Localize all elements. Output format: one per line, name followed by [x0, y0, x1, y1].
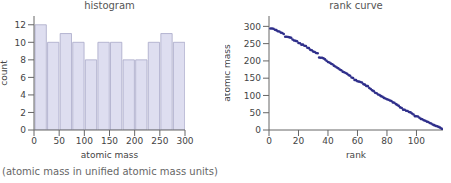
svg-text:4: 4 [20, 90, 26, 100]
svg-text:20: 20 [293, 136, 305, 146]
html-text:(atomic mass in unified atomic: (atomic mass in unified atomic mass unit… [2, 166, 218, 177]
svg-text:0: 0 [255, 125, 261, 135]
svg-text:50: 50 [250, 108, 262, 118]
svg-text:6: 6 [20, 73, 26, 83]
svg-text:250: 250 [244, 39, 261, 49]
svg-text:80: 80 [381, 136, 393, 146]
svg-text:150: 150 [244, 73, 261, 83]
svg-text:8: 8 [20, 55, 26, 65]
svg-text:60: 60 [352, 136, 364, 146]
svg-text:2: 2 [20, 108, 26, 118]
svg-text:150: 150 [101, 136, 118, 146]
svg-text:0: 0 [266, 136, 272, 146]
svg-text:200: 200 [244, 56, 261, 66]
html-text:histogram: histogram [84, 0, 135, 11]
svg-text:50: 50 [53, 136, 65, 146]
svg-text:40: 40 [322, 136, 334, 146]
svg-text:atomic mass: atomic mass [225, 44, 232, 102]
svg-text:300: 300 [176, 136, 193, 146]
svg-text:100: 100 [408, 136, 425, 146]
svg-text:300: 300 [244, 22, 261, 32]
svg-text:0: 0 [31, 136, 37, 146]
svg-text:rank: rank [346, 150, 367, 160]
svg-text:count: count [8, 60, 9, 86]
svg-text:100: 100 [244, 91, 261, 101]
svg-text:10: 10 [15, 38, 27, 48]
svg-text:0: 0 [20, 125, 26, 135]
svg-text:12: 12 [15, 20, 26, 30]
svg-text:100: 100 [76, 136, 93, 146]
svg-text:200: 200 [126, 136, 143, 146]
svg-text:250: 250 [151, 136, 168, 146]
html-text:rank curve: rank curve [329, 0, 383, 11]
svg-text:atomic mass: atomic mass [81, 150, 139, 160]
